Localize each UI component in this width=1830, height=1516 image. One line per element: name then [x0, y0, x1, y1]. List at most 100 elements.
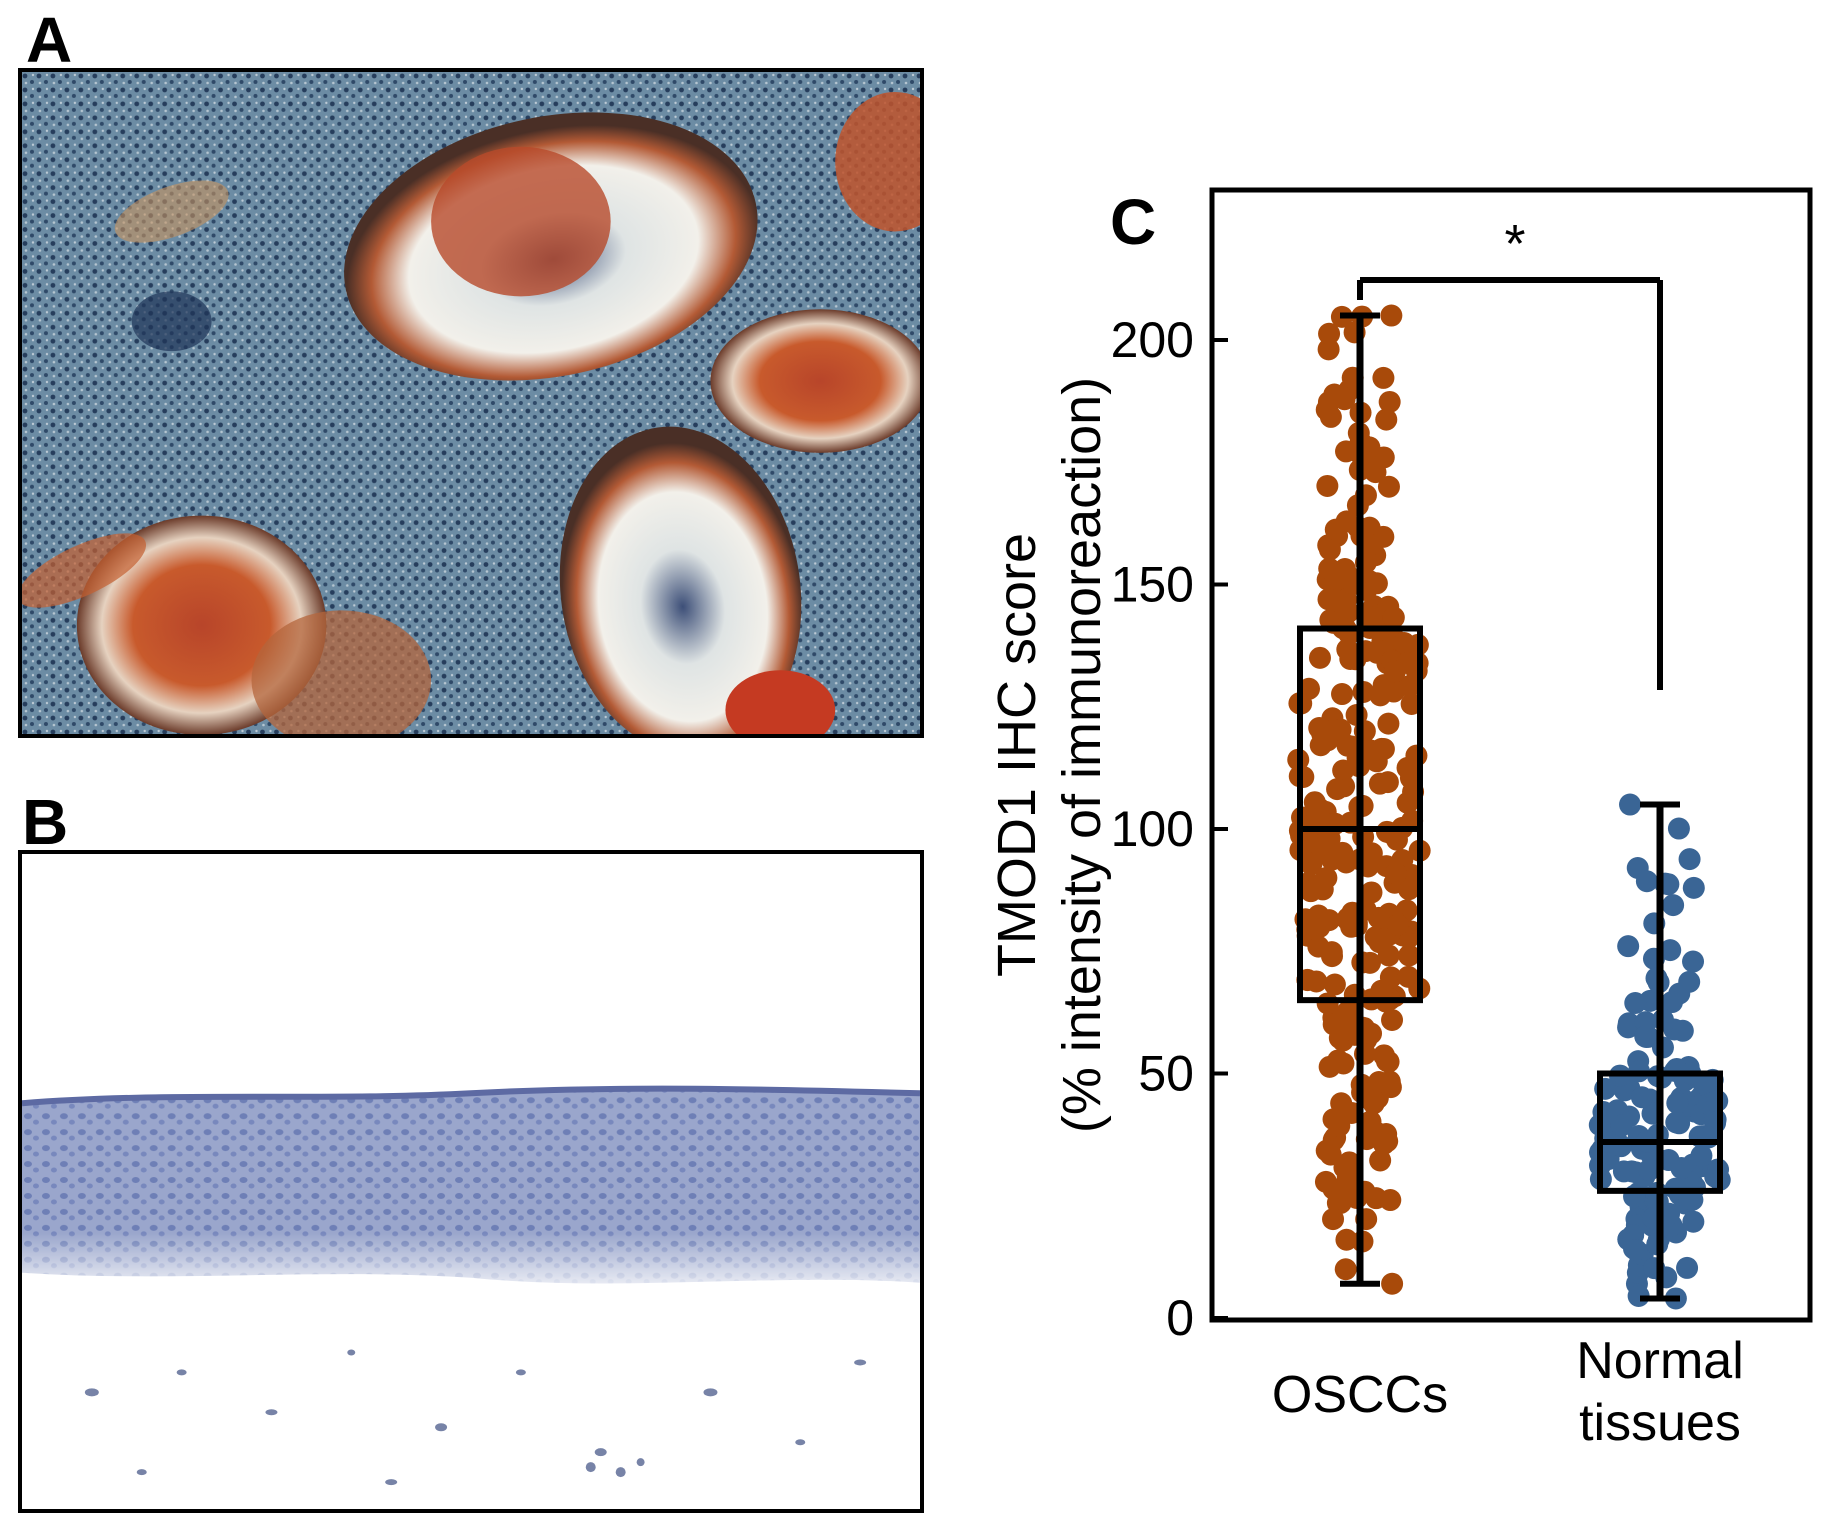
- x-category-label: Normal: [1576, 1332, 1744, 1390]
- y-tick-label: 150: [1111, 557, 1194, 613]
- data-point: [1333, 1156, 1356, 1179]
- data-point: [1610, 1114, 1633, 1137]
- data-point: [1360, 881, 1383, 904]
- data-point: [1370, 979, 1393, 1002]
- data-point: [1317, 588, 1340, 611]
- data-point: [1375, 408, 1398, 431]
- data-point: [1682, 1210, 1705, 1233]
- data-point: [1334, 1258, 1357, 1281]
- data-point: [1678, 848, 1701, 871]
- data-point: [1367, 1071, 1390, 1094]
- data-point: [1331, 683, 1354, 706]
- data-point: [1336, 638, 1359, 661]
- data-point: [1671, 1019, 1694, 1042]
- data-point: [1372, 1132, 1395, 1155]
- data-point: [1322, 1013, 1345, 1036]
- data-point: [1383, 660, 1406, 683]
- data-point: [1358, 853, 1381, 876]
- micrograph-panel-b: [18, 850, 924, 1513]
- data-point: [1321, 945, 1344, 968]
- data-point: [1617, 935, 1640, 958]
- data-point: [1627, 1284, 1650, 1307]
- plot-frame: [1209, 187, 1813, 1323]
- data-point: [1690, 1144, 1713, 1167]
- y-tick-label: 100: [1111, 801, 1194, 857]
- x-category-label: tissues: [1579, 1394, 1741, 1452]
- data-point: [1676, 1256, 1699, 1279]
- data-point: [1309, 734, 1332, 757]
- data-point: [1697, 1126, 1720, 1149]
- data-point: [1661, 991, 1684, 1014]
- data-point: [1384, 862, 1407, 885]
- data-point: [1318, 538, 1341, 561]
- data-point: [1667, 817, 1690, 840]
- data-point: [1375, 1049, 1398, 1072]
- data-point: [1317, 338, 1340, 361]
- data-point: [1368, 772, 1391, 795]
- data-point: [1619, 793, 1642, 816]
- data-point: [1316, 992, 1339, 1015]
- data-point: [1318, 909, 1341, 932]
- panel-c-letter: C: [1110, 186, 1156, 258]
- data-point: [1625, 1239, 1648, 1262]
- data-point: [1379, 821, 1402, 844]
- data-point: [1662, 894, 1685, 917]
- data-point: [1634, 1025, 1657, 1048]
- data-point: [1381, 1272, 1404, 1295]
- y-tick-label: 0: [1166, 1290, 1194, 1346]
- y-tick-label: 50: [1138, 1046, 1194, 1102]
- y-tick-label: 200: [1111, 312, 1194, 368]
- data-point: [1309, 834, 1332, 857]
- data-point: [1314, 1170, 1337, 1193]
- data-point: [1369, 684, 1392, 707]
- data-point: [1327, 1049, 1350, 1072]
- data-point: [1659, 939, 1682, 962]
- data-point: [1377, 712, 1400, 735]
- data-point: [1326, 778, 1349, 801]
- data-point: [1386, 913, 1409, 936]
- data-point: [1368, 931, 1391, 954]
- data-point: [1617, 1016, 1640, 1039]
- data-point: [1367, 906, 1390, 929]
- tumor-micrograph-image: [22, 72, 920, 734]
- data-point: [1678, 970, 1701, 993]
- y-axis-title-line2: (% intensity of immunoreaction): [1052, 377, 1112, 1133]
- data-point: [1681, 1188, 1704, 1211]
- panel-a-letter: A: [26, 4, 73, 76]
- data-point: [1333, 558, 1356, 581]
- data-point: [1322, 1208, 1345, 1231]
- data-point: [1318, 322, 1341, 345]
- data-point: [1380, 304, 1403, 327]
- data-point: [1365, 572, 1388, 595]
- data-point: [1335, 1228, 1358, 1251]
- significance-star: *: [1504, 214, 1525, 274]
- data-point: [1369, 1149, 1392, 1172]
- data-point: [1319, 1143, 1342, 1166]
- box-iqr: [1597, 1070, 1723, 1194]
- data-point: [1381, 1009, 1404, 1032]
- data-point: [1328, 1114, 1351, 1137]
- normal-tissue-micrograph-image: [22, 854, 920, 1509]
- micrograph-panel-a: [18, 68, 924, 738]
- data-point: [1635, 870, 1658, 893]
- data-point: [1666, 1092, 1689, 1115]
- data-point: [1630, 1086, 1653, 1109]
- data-point: [1682, 876, 1705, 899]
- data-point: [1398, 944, 1421, 967]
- data-point: [1638, 1158, 1661, 1181]
- data-point: [1323, 973, 1346, 996]
- data-point: [1365, 1187, 1388, 1210]
- data-point: [1682, 950, 1705, 973]
- data-point: [1338, 1179, 1361, 1202]
- data-point: [1397, 878, 1420, 901]
- panel-b-letter: B: [22, 786, 69, 858]
- x-category-label: OSCCs: [1272, 1366, 1448, 1424]
- data-point: [1315, 866, 1338, 889]
- data-point: [1624, 992, 1647, 1015]
- data-point: [1322, 719, 1345, 742]
- data-point: [1372, 366, 1395, 389]
- box-iqr: [1297, 625, 1423, 1004]
- data-point: [1317, 391, 1340, 414]
- data-point: [1292, 765, 1315, 788]
